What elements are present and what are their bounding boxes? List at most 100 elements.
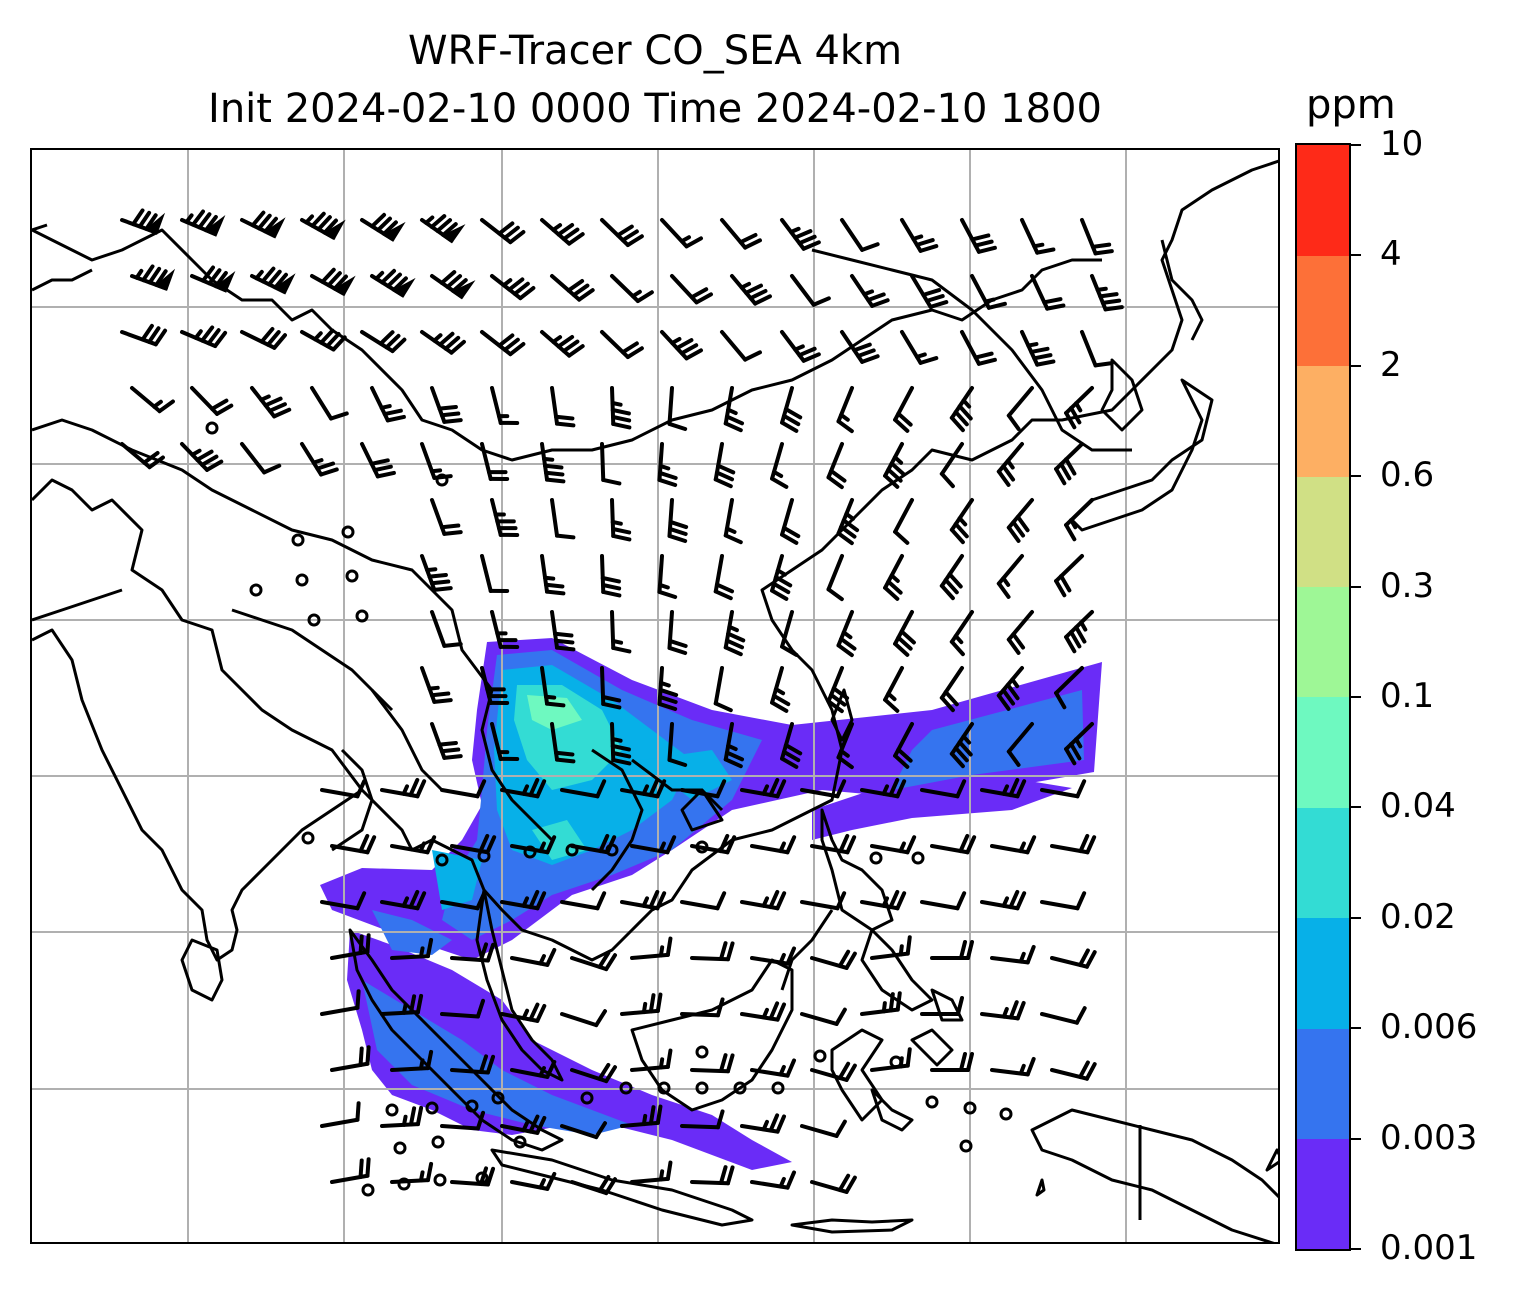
wind-barb [120, 323, 168, 347]
calm-wind-circle [889, 1055, 903, 1069]
wind-barb [770, 554, 793, 601]
wind-barb [840, 218, 880, 252]
wind-barb [570, 1062, 617, 1084]
wind-barb [1006, 386, 1034, 431]
wind-barb [630, 835, 677, 855]
colorbar-tick-label: 10 [1380, 124, 1424, 164]
wind-barb [1050, 833, 1097, 855]
wind-barb [130, 386, 175, 414]
colorbar-segment [1297, 365, 1349, 477]
wind-barb [390, 937, 434, 960]
wind-barb [780, 610, 799, 657]
wind-barb [480, 330, 526, 357]
wind-barb [810, 833, 857, 855]
wind-barb [490, 386, 520, 425]
colorbar-tick-label: 0.02 [1380, 896, 1456, 937]
wind-barb [450, 1054, 496, 1075]
wind-barb [660, 330, 703, 361]
wind-barb [996, 442, 1024, 487]
wind-barb [949, 386, 974, 433]
wind-barb [490, 610, 520, 649]
wind-barb [320, 891, 367, 911]
wind-barb [430, 610, 463, 648]
wind-barb [240, 327, 287, 350]
wind-barb [980, 889, 1027, 911]
colorbar-segment [1297, 586, 1349, 698]
barb-flag [154, 268, 176, 291]
colorbar-tick-mark [1351, 1248, 1361, 1250]
wind-barb [1050, 948, 1097, 969]
wind-barb [540, 666, 566, 708]
wind-barb [560, 1009, 607, 1028]
wind-barb [550, 386, 576, 428]
colorbar-tick-label: 0.3 [1380, 565, 1435, 606]
colorbar-tick-mark [1351, 254, 1361, 257]
wind-barb [1040, 891, 1087, 911]
wind-barb [723, 386, 745, 433]
wind-barb [980, 777, 1027, 799]
wind-barb [657, 554, 678, 600]
wind-barb [836, 722, 854, 770]
wind-barb [996, 666, 1024, 711]
wind-barb [420, 442, 453, 480]
wind-barb [949, 722, 974, 769]
wind-barb [939, 442, 964, 489]
wind-barb [540, 554, 566, 596]
wind-barb [190, 386, 234, 416]
calm-wind-circle [695, 1045, 709, 1059]
wind-barb [780, 218, 821, 251]
calm-wind-circle [465, 1099, 479, 1113]
wind-barb [480, 554, 510, 593]
barb-flag [322, 219, 346, 241]
wind-barb [490, 498, 520, 537]
wind-barb [1054, 554, 1084, 598]
calm-wind-circle [291, 533, 305, 547]
calm-wind-circle [999, 1107, 1013, 1121]
colorbar-tick-label: 0.04 [1380, 786, 1456, 827]
wind-barb [310, 267, 356, 297]
wind-barb [840, 330, 880, 364]
wind-barb [550, 274, 595, 302]
calm-wind-circle [580, 1091, 594, 1105]
wind-barb [723, 498, 743, 545]
calm-wind-circle [385, 1103, 399, 1117]
barb-flag [381, 221, 406, 242]
wind-barb [660, 218, 703, 249]
colorbar-tick-mark [1351, 916, 1361, 919]
wind-barb [1090, 274, 1124, 312]
wind-barb [770, 442, 789, 489]
wind-barb [850, 274, 890, 308]
wind-barb [380, 1105, 424, 1128]
wind-barb [620, 889, 667, 911]
colorbar-tick-label: 0.006 [1380, 1007, 1478, 1048]
coastline-segment [1160, 239, 1204, 341]
wind-barb [490, 722, 520, 761]
coastline-segment [370, 689, 444, 792]
wind-barb [723, 610, 746, 657]
wind-barb [980, 1000, 1026, 1021]
wind-barb [750, 835, 797, 855]
wind-barb [740, 889, 787, 911]
wind-barb [600, 554, 622, 598]
wind-barb [750, 946, 797, 966]
colorbar-tick-mark [1351, 364, 1361, 367]
coastline-segment [1070, 378, 1214, 532]
wind-barb [970, 274, 1007, 310]
wind-barb [1006, 722, 1034, 767]
colorbar-segment [1297, 1028, 1349, 1140]
coastline-segment [1100, 358, 1144, 432]
colorbar-tick-mark [1351, 696, 1361, 698]
colorbar-tick-mark [1351, 1027, 1361, 1030]
calm-wind-circle [657, 1081, 671, 1095]
wind-barb [1080, 218, 1114, 256]
wind-barb [390, 1161, 434, 1184]
coastline-segment [870, 1088, 914, 1132]
wind-barb [370, 268, 416, 298]
wind-barb [800, 1119, 847, 1138]
wind-barb [910, 274, 949, 309]
wind-barb [680, 891, 727, 911]
wind-barb [930, 833, 977, 855]
calm-wind-circle [605, 843, 619, 857]
wind-barb [883, 554, 904, 601]
wind-barb [540, 330, 585, 358]
